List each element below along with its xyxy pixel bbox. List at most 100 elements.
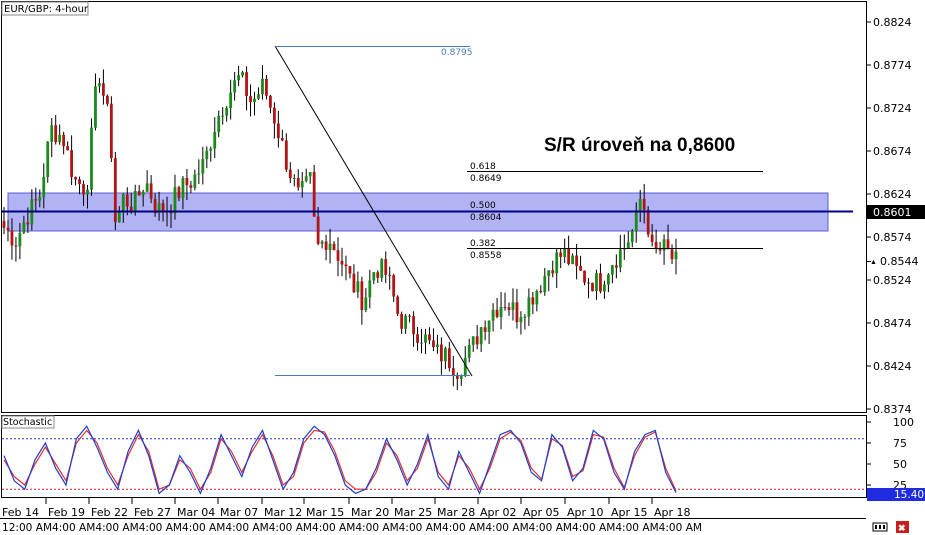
candle-bearish <box>272 107 276 124</box>
candle-bullish <box>90 127 93 190</box>
candle-bullish <box>221 115 225 117</box>
candle-bearish <box>316 216 320 244</box>
candle-bullish <box>420 342 423 344</box>
candle-bearish <box>650 234 654 242</box>
time-axis-label: Mar 25 <box>394 506 432 519</box>
candle-bullish <box>133 190 137 213</box>
candle-bearish <box>102 83 105 96</box>
candle-bullish <box>463 357 467 377</box>
candle-bullish <box>356 281 360 293</box>
candle-bullish <box>173 187 177 214</box>
candle-bearish <box>531 297 535 305</box>
candle-bearish <box>189 185 193 188</box>
candle-bullish <box>217 115 221 133</box>
price-tick-label: 0.8774 <box>873 59 912 72</box>
candle-bullish <box>610 265 614 275</box>
time-axis-label: Apr 18 <box>654 506 691 519</box>
candle-bearish <box>392 275 396 297</box>
candle-bullish <box>157 203 161 214</box>
candle-bullish <box>94 86 97 128</box>
candle-bullish <box>523 316 527 318</box>
candle-bearish <box>567 248 571 265</box>
candle-bullish <box>543 276 547 293</box>
candle-bullish <box>42 176 46 198</box>
candle-bullish <box>98 83 101 87</box>
candle-bearish <box>332 243 336 251</box>
current-price-label: 0.8544 <box>880 255 919 268</box>
candle-bearish <box>388 274 392 276</box>
candle-bullish <box>527 297 531 317</box>
candle-bearish <box>408 315 411 317</box>
candle-bullish <box>18 232 22 247</box>
candle-bullish <box>209 148 213 151</box>
candle-bullish <box>50 125 54 142</box>
candle-bearish <box>149 183 153 199</box>
close-chart-icon[interactable]: ✖ <box>896 521 909 533</box>
candle-bearish <box>599 273 602 292</box>
stochastic-tick-label: 75 <box>893 437 907 450</box>
candle-bullish <box>491 309 495 321</box>
candle-bearish <box>324 241 328 250</box>
candle-bearish <box>507 307 511 310</box>
stochastic-d-line <box>3 429 677 492</box>
candle-bearish <box>495 309 499 317</box>
time-axis-label: Mar 12 <box>264 506 302 519</box>
candle-bearish <box>129 206 133 213</box>
time-axis-hours-row: 12:00 AM4:00 AM4:00 AM4:00 AM4:00 AM4:00… <box>2 521 702 534</box>
candle-bearish <box>280 138 284 141</box>
candle-bearish <box>245 72 248 97</box>
candle-bullish <box>205 150 209 160</box>
candle-bearish <box>483 327 487 332</box>
candle-bearish <box>455 375 459 379</box>
candle-bullish <box>300 181 304 188</box>
candle-bearish <box>360 281 364 311</box>
price-tick-label: 0.8724 <box>873 102 912 115</box>
candle-bearish <box>646 209 650 235</box>
stochastic-value-tag <box>867 488 925 501</box>
candle-bearish <box>161 203 165 212</box>
candle-bullish <box>436 344 439 348</box>
chart-settings-icon[interactable] <box>872 522 888 532</box>
candle-bullish <box>380 259 384 278</box>
candle-bearish <box>10 230 14 246</box>
price-tick-label: 0.8524 <box>873 274 912 287</box>
price-tick-label: 0.8674 <box>873 145 912 158</box>
candle-bullish <box>197 173 201 175</box>
candle-bullish <box>571 255 575 265</box>
stochastic-title-box <box>1 415 55 429</box>
time-axis-first-label: Feb 14 <box>2 506 39 519</box>
candle-bearish <box>82 184 85 195</box>
price-tick-label: 0.8624 <box>873 188 912 201</box>
candle-bearish <box>6 227 10 231</box>
candle-bearish <box>113 158 117 223</box>
candle-bullish <box>213 132 217 149</box>
candle-bullish <box>257 94 260 99</box>
sr-price-tag <box>867 205 925 219</box>
candle-bullish <box>595 273 598 292</box>
time-axis-label: Apr 05 <box>523 506 560 519</box>
candle-bullish <box>471 336 475 345</box>
current-price-marker-icon: ▲ <box>870 259 877 266</box>
candle-bearish <box>125 194 129 207</box>
candle-bullish <box>511 302 515 310</box>
price-tick-label: 0.8374 <box>873 403 912 416</box>
chart-title: EUR/GBP: 4-hour <box>4 4 89 15</box>
candle-bullish <box>618 249 622 268</box>
candle-bullish <box>626 242 630 249</box>
candle-bullish <box>519 317 523 323</box>
fibonacci-retracement[interactable]: 0.8795 0.618 0.8649 0.500 0.8604 0.382 0… <box>274 45 763 377</box>
candle-bearish <box>551 270 555 274</box>
candle-bullish <box>237 75 241 81</box>
candle-bearish <box>439 344 443 362</box>
candle-bullish <box>38 197 42 201</box>
candle-bullish <box>253 98 256 103</box>
time-axis-label: Mar 04 <box>177 506 215 519</box>
candle-bearish <box>336 250 340 261</box>
candle-bullish <box>328 243 332 250</box>
candle-bullish <box>535 291 539 305</box>
price-tick-label: 0.8574 <box>873 231 912 244</box>
fib-trend-line <box>274 45 473 377</box>
candle-bullish <box>662 239 666 251</box>
